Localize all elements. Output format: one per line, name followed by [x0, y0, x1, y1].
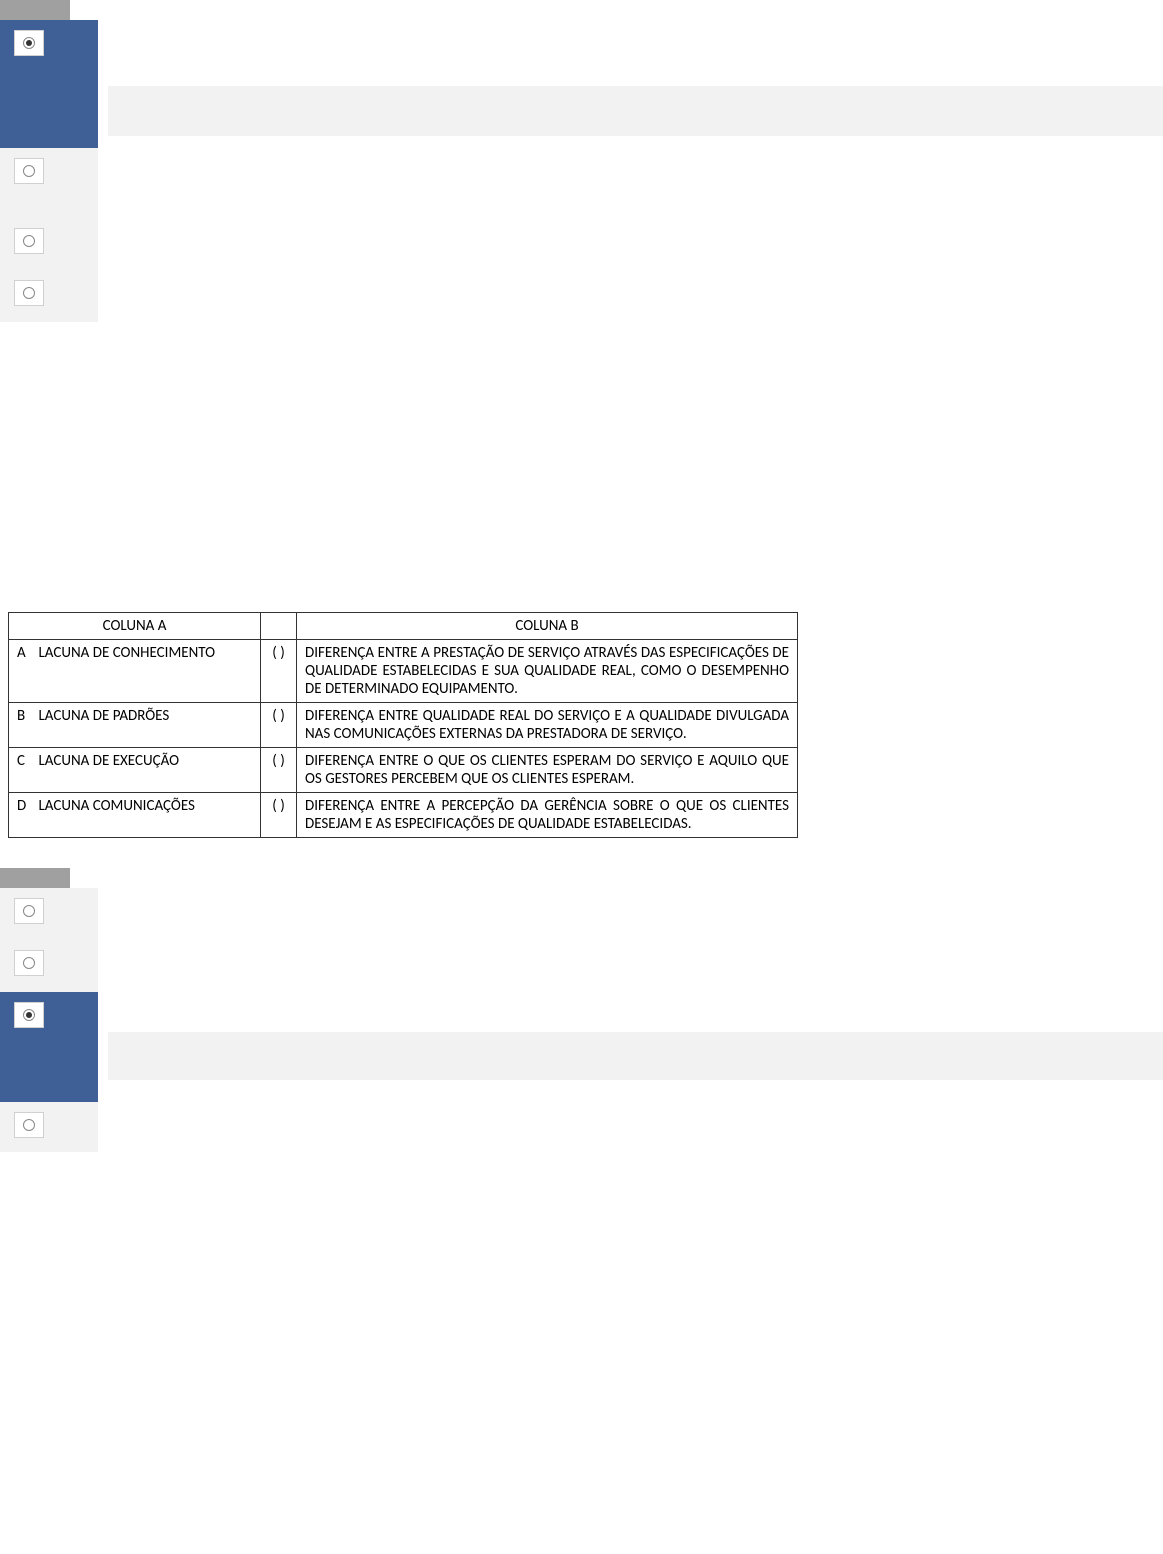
radio-button[interactable] [14, 30, 44, 56]
row-paren: ( ) [261, 748, 297, 793]
question-marker [0, 0, 70, 20]
row-desc: DIFERENÇA ENTRE O QUE OS CLIENTES ESPERA… [297, 748, 798, 793]
row-name: LACUNA DE PADRÕES [31, 703, 261, 748]
row-paren: ( ) [261, 703, 297, 748]
option-b-row[interactable] [0, 148, 98, 218]
radio-unselected-icon [23, 165, 35, 177]
radio-button[interactable] [14, 950, 44, 976]
row-letter: C [9, 748, 31, 793]
radio-button[interactable] [14, 898, 44, 924]
radio-unselected-icon [23, 287, 35, 299]
radio-unselected-icon [23, 905, 35, 917]
table-row: D LACUNA COMUNICAÇÕES ( ) DIFERENÇA ENTR… [9, 793, 798, 838]
question-2-options [0, 888, 1163, 1152]
comment-area [108, 1032, 1163, 1080]
radio-unselected-icon [23, 1119, 35, 1131]
option-d-row[interactable] [0, 270, 98, 322]
option-a-row[interactable] [0, 20, 98, 148]
option-c-row[interactable] [0, 992, 98, 1102]
table-row: B LACUNA DE PADRÕES ( ) DIFERENÇA ENTRE … [9, 703, 798, 748]
option-b-row[interactable] [0, 940, 98, 992]
table-header-blank [261, 613, 297, 640]
radio-button[interactable] [14, 228, 44, 254]
radio-button[interactable] [14, 158, 44, 184]
row-paren: ( ) [261, 793, 297, 838]
option-c-row[interactable] [0, 218, 98, 270]
table-row: A LACUNA DE CONHECIMENTO ( ) DIFERENÇA E… [9, 640, 798, 703]
row-letter: D [9, 793, 31, 838]
question-1-options [0, 20, 1163, 322]
option-d-row[interactable] [0, 1102, 98, 1152]
row-name: LACUNA DE CONHECIMENTO [31, 640, 261, 703]
lacunas-table: COLUNA A COLUNA B A LACUNA DE CONHECIMEN… [8, 612, 798, 838]
radio-button[interactable] [14, 1112, 44, 1138]
radio-button[interactable] [14, 1002, 44, 1028]
row-desc: DIFERENÇA ENTRE QUALIDADE REAL DO SERVIÇ… [297, 703, 798, 748]
table-row: C LACUNA DE EXECUÇÃO ( ) DIFERENÇA ENTRE… [9, 748, 798, 793]
row-desc: DIFERENÇA ENTRE A PRESTAÇÃO DE SERVIÇO A… [297, 640, 798, 703]
option-a-row[interactable] [0, 888, 98, 940]
row-name: LACUNA DE EXECUÇÃO [31, 748, 261, 793]
table-header-b: COLUNA B [297, 613, 798, 640]
row-paren: ( ) [261, 640, 297, 703]
radio-selected-icon [23, 1009, 35, 1021]
radio-button[interactable] [14, 280, 44, 306]
row-letter: B [9, 703, 31, 748]
radio-unselected-icon [23, 957, 35, 969]
question-marker [0, 868, 70, 888]
row-letter: A [9, 640, 31, 703]
radio-unselected-icon [23, 235, 35, 247]
row-desc: DIFERENÇA ENTRE A PERCEPÇÃO DA GERÊNCIA … [297, 793, 798, 838]
row-name: LACUNA COMUNICAÇÕES [31, 793, 261, 838]
table-header-a: COLUNA A [9, 613, 261, 640]
radio-selected-icon [23, 37, 35, 49]
comment-area [108, 86, 1163, 136]
